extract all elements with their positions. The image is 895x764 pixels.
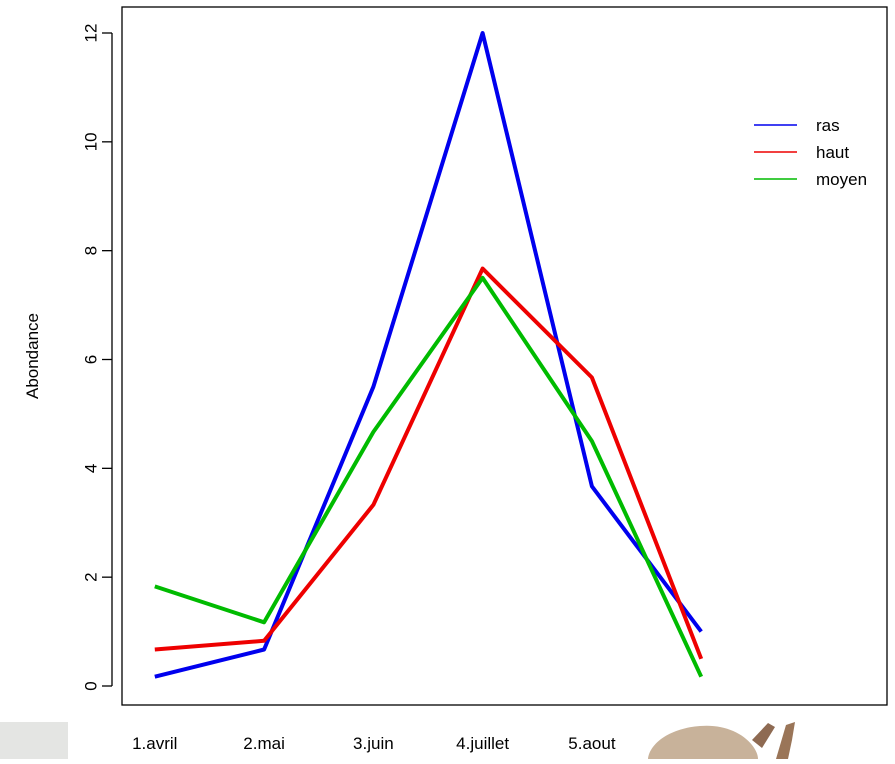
y-tick-label: 0 <box>82 681 101 690</box>
photo-fragment-leg-2 <box>776 722 795 759</box>
y-tick-label: 12 <box>82 24 101 43</box>
photo-fragment-left <box>0 722 68 759</box>
x-tick-label: 5.aout <box>568 734 616 753</box>
x-tick-label: 2.mai <box>243 734 285 753</box>
x-tick-label: 1.avril <box>132 734 177 753</box>
series-line-haut <box>154 266 704 660</box>
series-line-moyen <box>154 275 704 678</box>
legend-label-haut: haut <box>816 143 849 162</box>
y-tick-label: 4 <box>82 464 101 473</box>
y-tick-label: 2 <box>82 572 101 581</box>
legend: ras haut moyen <box>754 116 867 189</box>
series-line-ras <box>154 31 703 679</box>
x-tick-label: 3.juin <box>353 734 394 753</box>
legend-label-moyen: moyen <box>816 170 867 189</box>
x-axis-labels: 1.avril 2.mai 3.juin 4.juillet 5.aout <box>132 734 616 753</box>
y-tick-label: 10 <box>82 132 101 151</box>
x-tick-label: 4.juillet <box>456 734 509 753</box>
legend-label-ras: ras <box>816 116 840 135</box>
y-tick-label: 8 <box>82 246 101 255</box>
y-axis-title: Abondance <box>23 313 42 399</box>
photo-fragment-leg-1 <box>752 723 775 748</box>
background-photo-fragments <box>0 722 795 759</box>
photo-fragment-right <box>648 725 758 759</box>
series-lines <box>154 31 704 679</box>
y-tick-label: 6 <box>82 355 101 364</box>
y-axis: 0 2 4 6 8 10 12 <box>82 24 113 691</box>
plot-frame <box>121 6 888 706</box>
